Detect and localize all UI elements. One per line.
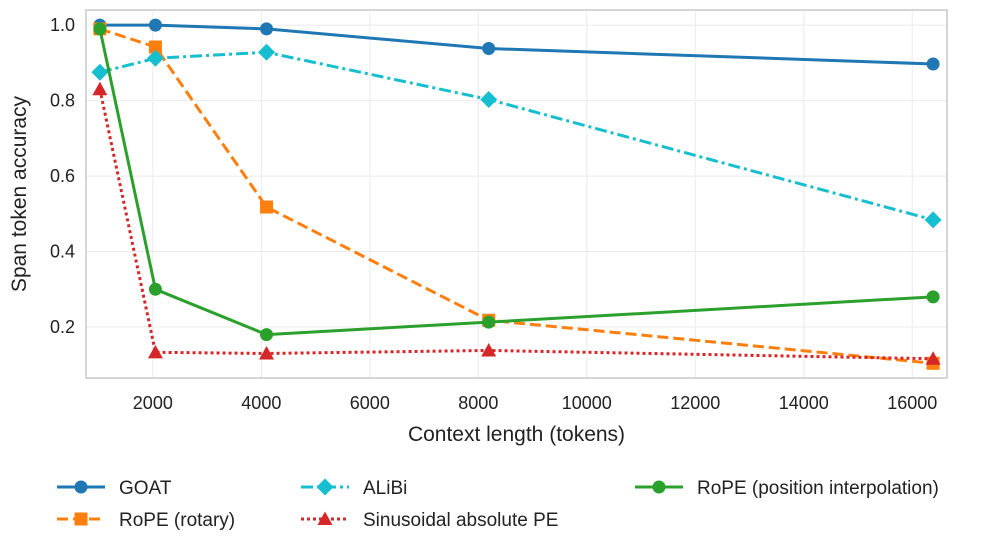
x-tick-label: 14000 (779, 393, 829, 413)
grid (86, 10, 947, 378)
legend-entry: ALiBi (301, 478, 407, 499)
y-tick-label: 0.6 (50, 166, 75, 186)
y-axis-title: Span token accuracy (8, 95, 31, 292)
data-point (926, 290, 940, 304)
y-tick-label: 1.0 (50, 15, 75, 35)
legend-label: RoPE (position interpolation) (697, 478, 939, 499)
data-point (926, 57, 940, 71)
legend-entry: RoPE (position interpolation) (635, 478, 939, 499)
legend-label: ALiBi (363, 478, 407, 499)
series-group (93, 22, 940, 342)
series-group (91, 43, 942, 229)
data-point (482, 41, 496, 55)
data-point (480, 90, 498, 108)
legend: GOAT RoPE (rotary) ALiBi Sinusoidal absolut… (57, 478, 939, 531)
legend-marker (74, 480, 88, 494)
axis-ticks: 2000 4000 6000 8000 10000 12000 14000 16000 0.2 0… (50, 15, 937, 413)
plot-frame (85, 9, 948, 379)
legend-label: RoPE (rotary) (119, 510, 235, 531)
series-group (92, 81, 941, 365)
data-point (925, 351, 941, 365)
data-point (147, 344, 163, 359)
x-tick-label: 6000 (350, 393, 390, 413)
x-tick-label: 12000 (670, 393, 720, 413)
series-line (98, 28, 934, 337)
x-tick-label: 16000 (887, 393, 937, 413)
x-axis-title: Context length (tokens) (408, 423, 625, 446)
series-line (99, 23, 934, 66)
legend-marker (652, 480, 666, 494)
x-tick-label: 8000 (458, 393, 498, 413)
legend-marker (316, 478, 334, 496)
data-point (93, 22, 107, 36)
data-point (148, 18, 162, 32)
legend-label: Sinusoidal absolute PE (363, 510, 558, 531)
data-point (92, 81, 108, 96)
legend-marker (74, 512, 88, 526)
legend-entry: GOAT (57, 478, 172, 499)
series-group (93, 22, 940, 370)
legend-label: GOAT (119, 478, 172, 499)
x-tick-label: 10000 (562, 393, 612, 413)
data-point (146, 49, 164, 67)
legend-entry: RoPE (rotary) (57, 510, 235, 531)
legend-marker (317, 511, 333, 525)
series-group (93, 18, 940, 71)
data-point (482, 315, 496, 329)
data-point (148, 40, 162, 54)
y-tick-label: 0.2 (50, 317, 75, 337)
series-line (99, 50, 934, 222)
legend-entry: Sinusoidal absolute PE (301, 510, 558, 531)
data-point (481, 342, 497, 357)
data-point (924, 211, 942, 229)
series-line (99, 27, 934, 365)
series (91, 18, 942, 370)
data-point (91, 63, 109, 81)
x-tick-label: 2000 (133, 393, 173, 413)
data-point (148, 282, 162, 296)
data-point (259, 345, 275, 360)
y-tick-label: 0.8 (50, 91, 75, 111)
x-tick-label: 4000 (241, 393, 281, 413)
data-point (260, 328, 274, 342)
data-point (258, 43, 276, 61)
y-tick-label: 0.4 (50, 242, 75, 262)
data-point (260, 200, 274, 214)
data-point (260, 22, 274, 36)
